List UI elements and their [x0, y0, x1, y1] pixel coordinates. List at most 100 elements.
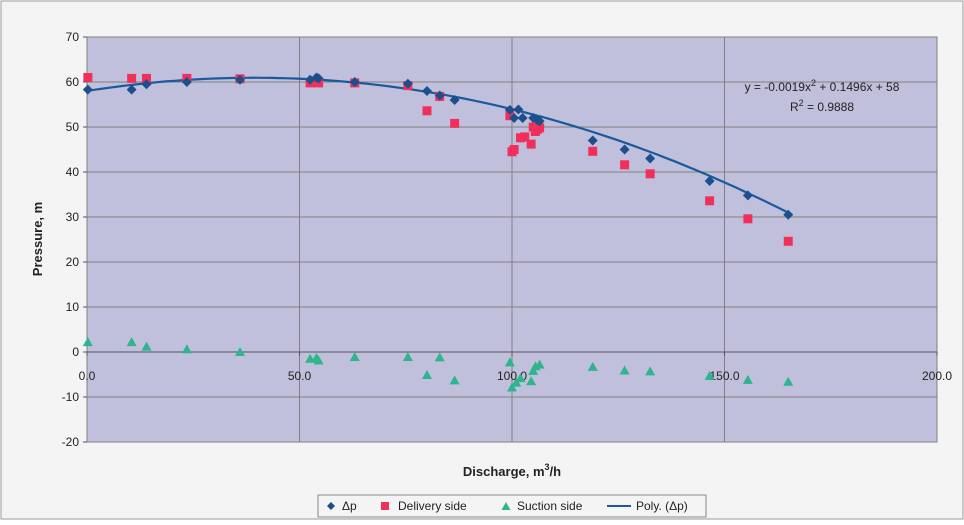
- suction-point: [526, 376, 537, 386]
- delivery-point: [520, 132, 530, 142]
- legend-diamond-marker: [327, 502, 335, 510]
- legend-label-dp: Δp: [342, 499, 357, 513]
- suction-point: [313, 355, 324, 365]
- delivery-point: [743, 214, 753, 224]
- dp-point: [313, 73, 324, 84]
- y-tick-label: 0: [72, 345, 79, 359]
- x-axis-label-main: Discharge, m: [463, 464, 545, 479]
- suction-point: [619, 365, 630, 375]
- legend-box: [317, 494, 707, 518]
- delivery-point: [142, 73, 151, 83]
- y-axis-label: Pressure, m: [30, 202, 45, 276]
- y-tick-label: 40: [66, 165, 80, 179]
- delivery-point: [620, 160, 630, 170]
- dp-point: [449, 95, 460, 105]
- dp-point: [509, 113, 520, 123]
- y-tick-label: 60: [66, 75, 80, 89]
- dp-point: [82, 84, 93, 95]
- delivery-point: [526, 139, 536, 149]
- dp-point: [645, 153, 656, 164]
- x-axis-label-sup: 3: [545, 462, 550, 472]
- x-axis-label: Discharge, m3/h: [463, 462, 561, 479]
- dp-point: [783, 209, 794, 220]
- y-tick-label: 20: [66, 255, 80, 269]
- r-squared: R2 = 0.9888: [790, 98, 854, 114]
- x-tick-label: 150.0: [709, 369, 739, 383]
- dp-point: [587, 135, 598, 146]
- dp-point: [422, 86, 432, 96]
- delivery-point: [535, 123, 545, 133]
- suction-point: [181, 344, 192, 354]
- delivery-point: [83, 73, 93, 82]
- dp-point: [434, 90, 445, 101]
- legend-square-marker: [381, 502, 389, 510]
- delivery-point: [450, 118, 460, 128]
- equation-prefix: y = -0.0019x: [745, 80, 811, 94]
- equation-suffix: + 0.1496x + 58: [816, 80, 900, 94]
- suction-point: [783, 376, 794, 386]
- x-tick-label: 200.0: [922, 369, 952, 383]
- suction-point: [402, 351, 413, 361]
- suction-point: [141, 341, 152, 351]
- trend-equation: y = -0.0019x2 + 0.1496x + 58: [745, 78, 900, 94]
- delivery-point: [588, 146, 598, 156]
- dp-point: [513, 104, 524, 115]
- x-tick-label: 50.0: [288, 369, 312, 383]
- delivery-point: [645, 169, 655, 179]
- gridlines: [87, 36, 937, 443]
- delivery-point: [127, 73, 137, 83]
- delivery-point: [422, 106, 432, 116]
- dp-point: [742, 190, 753, 201]
- dp-point: [349, 77, 360, 87]
- legend-label-trend: Poly. (Δp): [636, 499, 688, 513]
- x-tick-label: 0.0: [79, 369, 96, 383]
- equation-sup: 2: [811, 78, 816, 88]
- delivery-point: [705, 196, 715, 206]
- legend-item-dp: Δp: [327, 499, 357, 513]
- dp-point: [517, 113, 528, 123]
- dp-point: [619, 144, 630, 155]
- y-tick-label: 50: [66, 120, 80, 134]
- dp-point: [504, 104, 515, 115]
- suction-point: [534, 359, 545, 369]
- suction-point: [449, 375, 460, 385]
- legend-item-suction: Suction side: [501, 499, 583, 513]
- suction-point: [235, 347, 245, 356]
- suction-point: [645, 366, 656, 376]
- dp-point: [141, 79, 152, 90]
- r2-suffix: = 0.9888: [804, 100, 855, 114]
- suction-point: [587, 361, 598, 371]
- dp-point: [704, 176, 715, 186]
- suction-point: [504, 357, 515, 367]
- data-marks: [82, 72, 794, 392]
- y-tick-label: -20: [62, 435, 80, 449]
- suction-point: [349, 351, 360, 361]
- suction-point: [515, 373, 526, 383]
- y-tick-label: -10: [62, 390, 80, 404]
- legend-triangle-marker: [501, 502, 511, 510]
- delivery-point: [783, 236, 793, 246]
- y-tick-label: 70: [66, 30, 80, 44]
- suction-point: [507, 382, 517, 392]
- suction-point: [422, 369, 432, 379]
- suction-point: [704, 370, 715, 380]
- y-tick-label: 10: [66, 300, 80, 314]
- dp-point: [126, 84, 137, 95]
- dp-point: [402, 78, 413, 89]
- dp-point: [181, 77, 192, 87]
- r2-sup: 2: [799, 98, 804, 108]
- y-tick-label: 30: [66, 210, 80, 224]
- dp-point: [235, 74, 245, 85]
- legend-item-delivery: Delivery side: [381, 499, 467, 513]
- x-axis-label-suffix: /h: [550, 464, 562, 479]
- suction-point: [82, 337, 93, 347]
- r2-prefix: R: [790, 100, 799, 114]
- dp-point: [534, 116, 545, 127]
- delivery-point: [505, 111, 515, 121]
- legend-item-trend: Poly. (Δp): [607, 499, 688, 513]
- suction-point: [434, 352, 445, 362]
- suction-point: [126, 337, 137, 347]
